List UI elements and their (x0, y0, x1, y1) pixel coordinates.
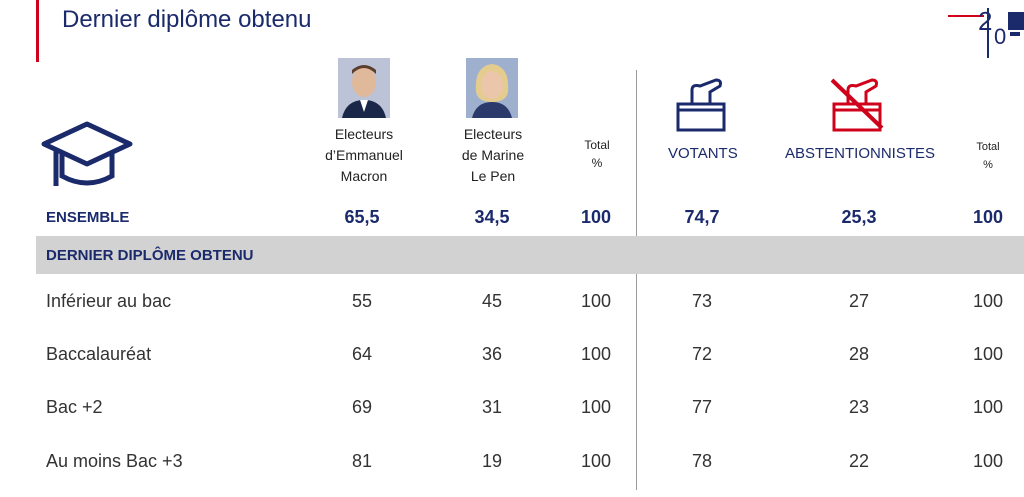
cell-votants: 78 (691, 451, 713, 471)
table-row: Bac +2 69 31 100 77 23 100 (0, 393, 1024, 423)
cell-macron: 55 (351, 291, 373, 311)
cell-total: 100 (972, 397, 1004, 417)
cell-total: 100 (972, 207, 1004, 227)
cell-macron: 81 (351, 451, 373, 471)
column-divider (636, 70, 637, 490)
graduation-cap-icon (41, 121, 133, 186)
cell-lepen: 19 (481, 451, 503, 471)
header-line: % (591, 156, 603, 170)
column-header-votants: VOTANTS (668, 145, 738, 162)
cell-votants: 77 (691, 397, 713, 417)
column-header-abstentionnistes: ABSTENTIONNISTES (785, 145, 936, 162)
ballot-box-icon (676, 78, 726, 132)
cell-abstention: 28 (848, 344, 870, 364)
cell-macron: 65,5 (344, 207, 380, 227)
cell-total: 100 (580, 207, 612, 227)
cell-lepen: 45 (481, 291, 503, 311)
table-row: Baccalauréat 64 36 100 72 28 100 (0, 340, 1024, 370)
svg-text:0: 0 (994, 24, 1006, 49)
cell-total: 100 (580, 451, 612, 471)
row-label: Baccalauréat (46, 344, 152, 364)
row-label: Inférieur au bac (46, 291, 172, 311)
accent-bar (36, 0, 39, 62)
column-header-total-1: Total % (572, 136, 622, 172)
cell-total: 100 (580, 397, 612, 417)
ensemble-row: ENSEMBLE 65,5 34,5 100 74,7 25,3 100 (0, 203, 1024, 233)
cell-abstention: 27 (848, 291, 870, 311)
row-label: Au moins Bac +3 (46, 451, 183, 471)
column-header-total-2: Total % (966, 138, 1010, 174)
cell-abstention: 23 (848, 397, 870, 417)
cell-abstention: 25,3 (841, 207, 877, 227)
cell-macron: 64 (351, 344, 373, 364)
cell-total: 100 (580, 344, 612, 364)
cell-total: 100 (972, 451, 1004, 471)
section-band (36, 236, 1024, 274)
section-label: DERNIER DIPLÔME OBTENU (46, 247, 254, 264)
column-header-macron: Electeurs d’Emmanuel Macron (310, 124, 418, 187)
header-line: d’Emmanuel (325, 147, 403, 163)
crossed-ballot-icon (830, 78, 884, 132)
cell-votants: 72 (691, 344, 713, 364)
svg-text:2: 2 (978, 6, 992, 36)
cell-total: 100 (580, 291, 612, 311)
header-line: Le Pen (470, 168, 516, 184)
header-line: Electeurs (463, 126, 523, 142)
cell-macron: 69 (351, 397, 373, 417)
cell-abstention: 22 (848, 451, 870, 471)
cell-total: 100 (972, 291, 1004, 311)
header-line: Macron (340, 168, 388, 184)
column-header-lepen: Electeurs de Marine Le Pen (446, 124, 540, 187)
header-line: Total (976, 141, 1000, 153)
table-row: Inférieur au bac 55 45 100 73 27 100 (0, 287, 1024, 317)
cell-total: 100 (972, 344, 1004, 364)
cell-votants: 74,7 (684, 207, 720, 227)
lepen-portrait (466, 58, 518, 118)
logo: 2 0 (948, 6, 1024, 58)
cell-lepen: 31 (481, 397, 503, 417)
table-row: Au moins Bac +3 81 19 100 78 22 100 (0, 447, 1024, 477)
header-line: de Marine (461, 147, 525, 163)
macron-portrait (338, 58, 390, 118)
header-line: % (983, 159, 993, 171)
page-title: Dernier diplôme obtenu (62, 6, 312, 33)
header-line: Total (584, 138, 610, 152)
row-label: ENSEMBLE (46, 209, 130, 226)
header-line: Electeurs (334, 126, 394, 142)
cell-votants: 73 (691, 291, 713, 311)
cell-lepen: 34,5 (474, 207, 510, 227)
cell-lepen: 36 (481, 344, 503, 364)
row-label: Bac +2 (46, 397, 103, 417)
